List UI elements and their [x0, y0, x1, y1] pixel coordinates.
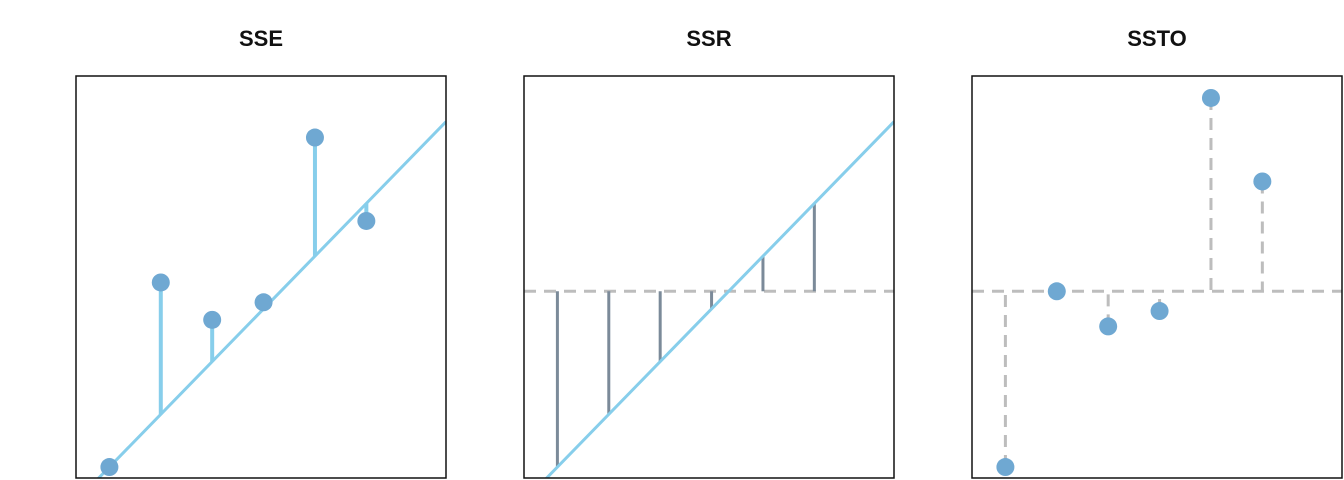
- plot-sse: [75, 75, 447, 479]
- fitted-line: [544, 120, 894, 478]
- data-point: [1201, 88, 1220, 107]
- data-point: [996, 458, 1015, 477]
- panel-title: SSTO: [1127, 26, 1187, 51]
- data-point: [1047, 282, 1066, 301]
- data-point: [151, 273, 170, 292]
- fitted-line: [96, 120, 446, 478]
- panel-ssr: SSR: [499, 0, 919, 480]
- plot-area: [972, 97, 1342, 468]
- plot-frame: [523, 75, 895, 479]
- plot-frame: [75, 75, 447, 479]
- panel-title: SSE: [238, 26, 284, 51]
- plot-ssto: [971, 75, 1343, 479]
- data-point: [357, 211, 376, 230]
- panel-title: SSR: [686, 26, 732, 51]
- data-point: [100, 458, 119, 477]
- plot-ssr: [523, 75, 895, 479]
- data-point: [1253, 172, 1272, 191]
- data-point: [1099, 317, 1118, 336]
- panel-sse: SSE: [51, 0, 471, 480]
- data-point: [203, 310, 222, 329]
- data-point: [1150, 302, 1169, 321]
- data-point: [305, 128, 324, 147]
- plot-area: [524, 120, 894, 478]
- plot-frame: [971, 75, 1343, 479]
- panel-ssto: SSTO: [947, 0, 1344, 480]
- data-point: [254, 293, 273, 312]
